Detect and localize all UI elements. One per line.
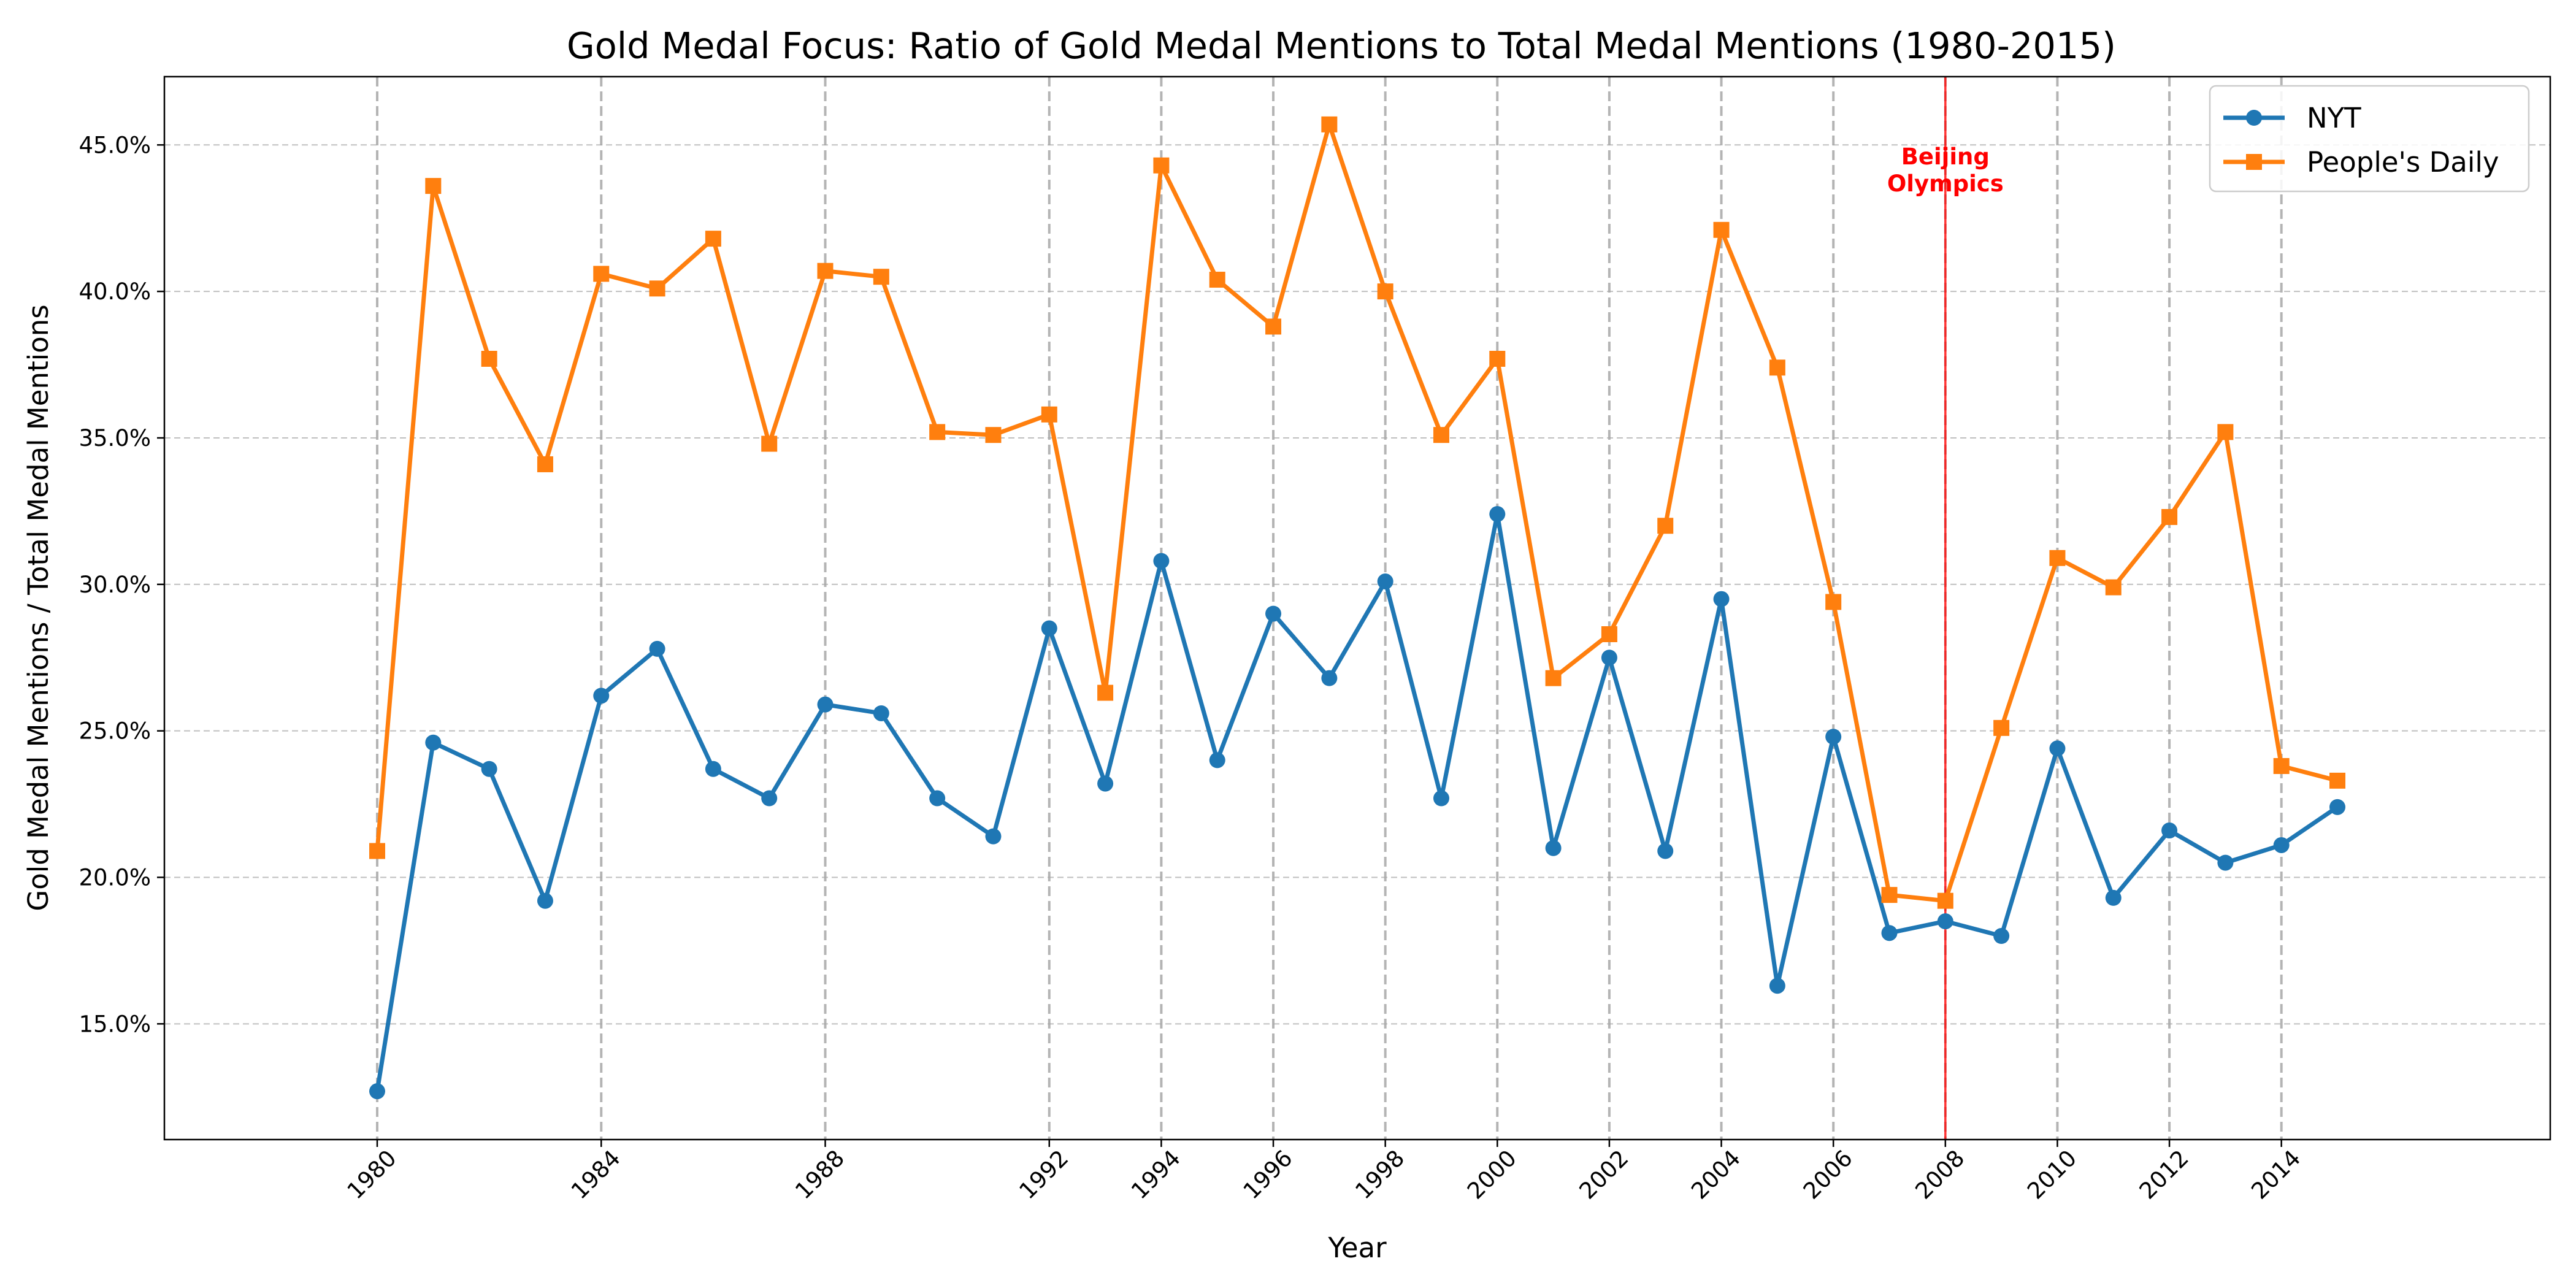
data-point bbox=[761, 435, 778, 452]
data-point bbox=[649, 280, 665, 297]
data-point bbox=[1545, 670, 1562, 686]
data-point bbox=[537, 456, 553, 472]
data-point bbox=[817, 263, 834, 279]
y-axis-label: Gold Medal Mentions / Total Medal Mentio… bbox=[22, 304, 55, 911]
data-point bbox=[1377, 573, 1393, 590]
data-point bbox=[425, 734, 442, 751]
data-point bbox=[2049, 740, 2066, 757]
data-point bbox=[1601, 650, 1617, 666]
series-line bbox=[375, 122, 2338, 903]
y-axis: 15.0% 20.0% 25.0% 30.0% 35.0% 40.0% 45.0% bbox=[79, 132, 164, 1037]
legend-label: People's Daily bbox=[2307, 146, 2499, 178]
data-point bbox=[1601, 626, 1617, 643]
y-tick-label: 25.0% bbox=[79, 718, 151, 745]
data-point bbox=[369, 1083, 385, 1100]
legend-swatch-marker bbox=[2246, 110, 2262, 126]
data-point bbox=[2105, 889, 2122, 906]
data-point bbox=[873, 269, 889, 285]
plot-frame bbox=[163, 75, 2551, 1141]
data-point bbox=[1433, 427, 1449, 443]
series-layer bbox=[369, 116, 2346, 1100]
x-axis-label: Year bbox=[1327, 1232, 1387, 1264]
chart-title: Gold Medal Focus: Ratio of Gold Medal Me… bbox=[567, 25, 2116, 67]
data-point bbox=[1489, 350, 1506, 367]
data-point bbox=[1993, 928, 2010, 945]
data-point bbox=[2049, 550, 2066, 566]
data-point bbox=[1489, 506, 1506, 523]
data-point bbox=[1825, 729, 1842, 745]
data-point bbox=[929, 424, 946, 440]
y-tick-label: 40.0% bbox=[79, 278, 151, 305]
data-point bbox=[705, 761, 721, 777]
data-point bbox=[1769, 359, 1785, 376]
data-point bbox=[2105, 579, 2122, 596]
data-point bbox=[1657, 843, 1674, 859]
data-point bbox=[929, 790, 946, 807]
data-point bbox=[1377, 283, 1393, 300]
data-point bbox=[593, 266, 610, 282]
data-point bbox=[369, 843, 385, 859]
data-point bbox=[1265, 318, 1282, 335]
data-point bbox=[2273, 757, 2290, 774]
data-point bbox=[1321, 670, 1338, 686]
data-point bbox=[649, 640, 665, 657]
annotation-label: Beijing bbox=[1901, 144, 1990, 170]
data-point bbox=[1153, 553, 1170, 569]
data-point bbox=[1937, 892, 1953, 909]
data-point bbox=[1713, 221, 1730, 238]
data-point bbox=[1209, 752, 1225, 769]
data-point bbox=[1433, 790, 1449, 807]
data-point bbox=[705, 231, 721, 247]
data-point bbox=[425, 178, 442, 194]
data-point bbox=[1993, 719, 2010, 736]
data-point bbox=[1881, 887, 1898, 903]
data-point bbox=[1657, 518, 1674, 534]
data-point bbox=[1769, 978, 1785, 994]
data-point bbox=[2161, 822, 2178, 839]
data-point bbox=[2217, 854, 2234, 871]
data-point bbox=[1097, 684, 1114, 701]
y-tick-label: 20.0% bbox=[79, 864, 151, 891]
data-point bbox=[1153, 157, 1170, 174]
data-point bbox=[2329, 772, 2346, 789]
data-point bbox=[985, 828, 1002, 845]
data-point bbox=[2161, 508, 2178, 525]
data-point bbox=[1265, 605, 1282, 622]
data-point bbox=[1825, 594, 1842, 610]
data-point bbox=[985, 427, 1002, 443]
data-point bbox=[537, 892, 553, 909]
data-point bbox=[873, 705, 889, 721]
data-point bbox=[1321, 116, 1338, 132]
series-line bbox=[375, 512, 2339, 1092]
data-point bbox=[593, 688, 610, 704]
data-point bbox=[1041, 406, 1057, 423]
y-tick-label: 15.0% bbox=[79, 1011, 151, 1037]
data-point bbox=[481, 350, 497, 367]
annotation-label: Olympics bbox=[1887, 171, 2004, 197]
data-point bbox=[1097, 775, 1114, 792]
data-point bbox=[1713, 591, 1730, 607]
data-point bbox=[761, 790, 778, 807]
data-point bbox=[1209, 272, 1225, 288]
data-point bbox=[817, 696, 834, 713]
data-point bbox=[2217, 424, 2234, 440]
y-tick-label: 30.0% bbox=[79, 572, 151, 598]
legend-frame bbox=[2209, 85, 2530, 193]
data-point bbox=[481, 761, 497, 777]
data-point bbox=[1041, 620, 1057, 637]
legend-label: NYT bbox=[2307, 102, 2361, 134]
y-tick-label: 45.0% bbox=[79, 132, 151, 158]
data-point bbox=[1937, 913, 1953, 930]
y-tick-label: 35.0% bbox=[79, 425, 151, 451]
data-point bbox=[1881, 925, 1898, 941]
data-point bbox=[1545, 840, 1562, 856]
legend: NYT People's Daily bbox=[2209, 85, 2530, 193]
legend-swatch-marker bbox=[2246, 154, 2262, 170]
data-point bbox=[2273, 837, 2290, 853]
data-point bbox=[2329, 799, 2346, 815]
